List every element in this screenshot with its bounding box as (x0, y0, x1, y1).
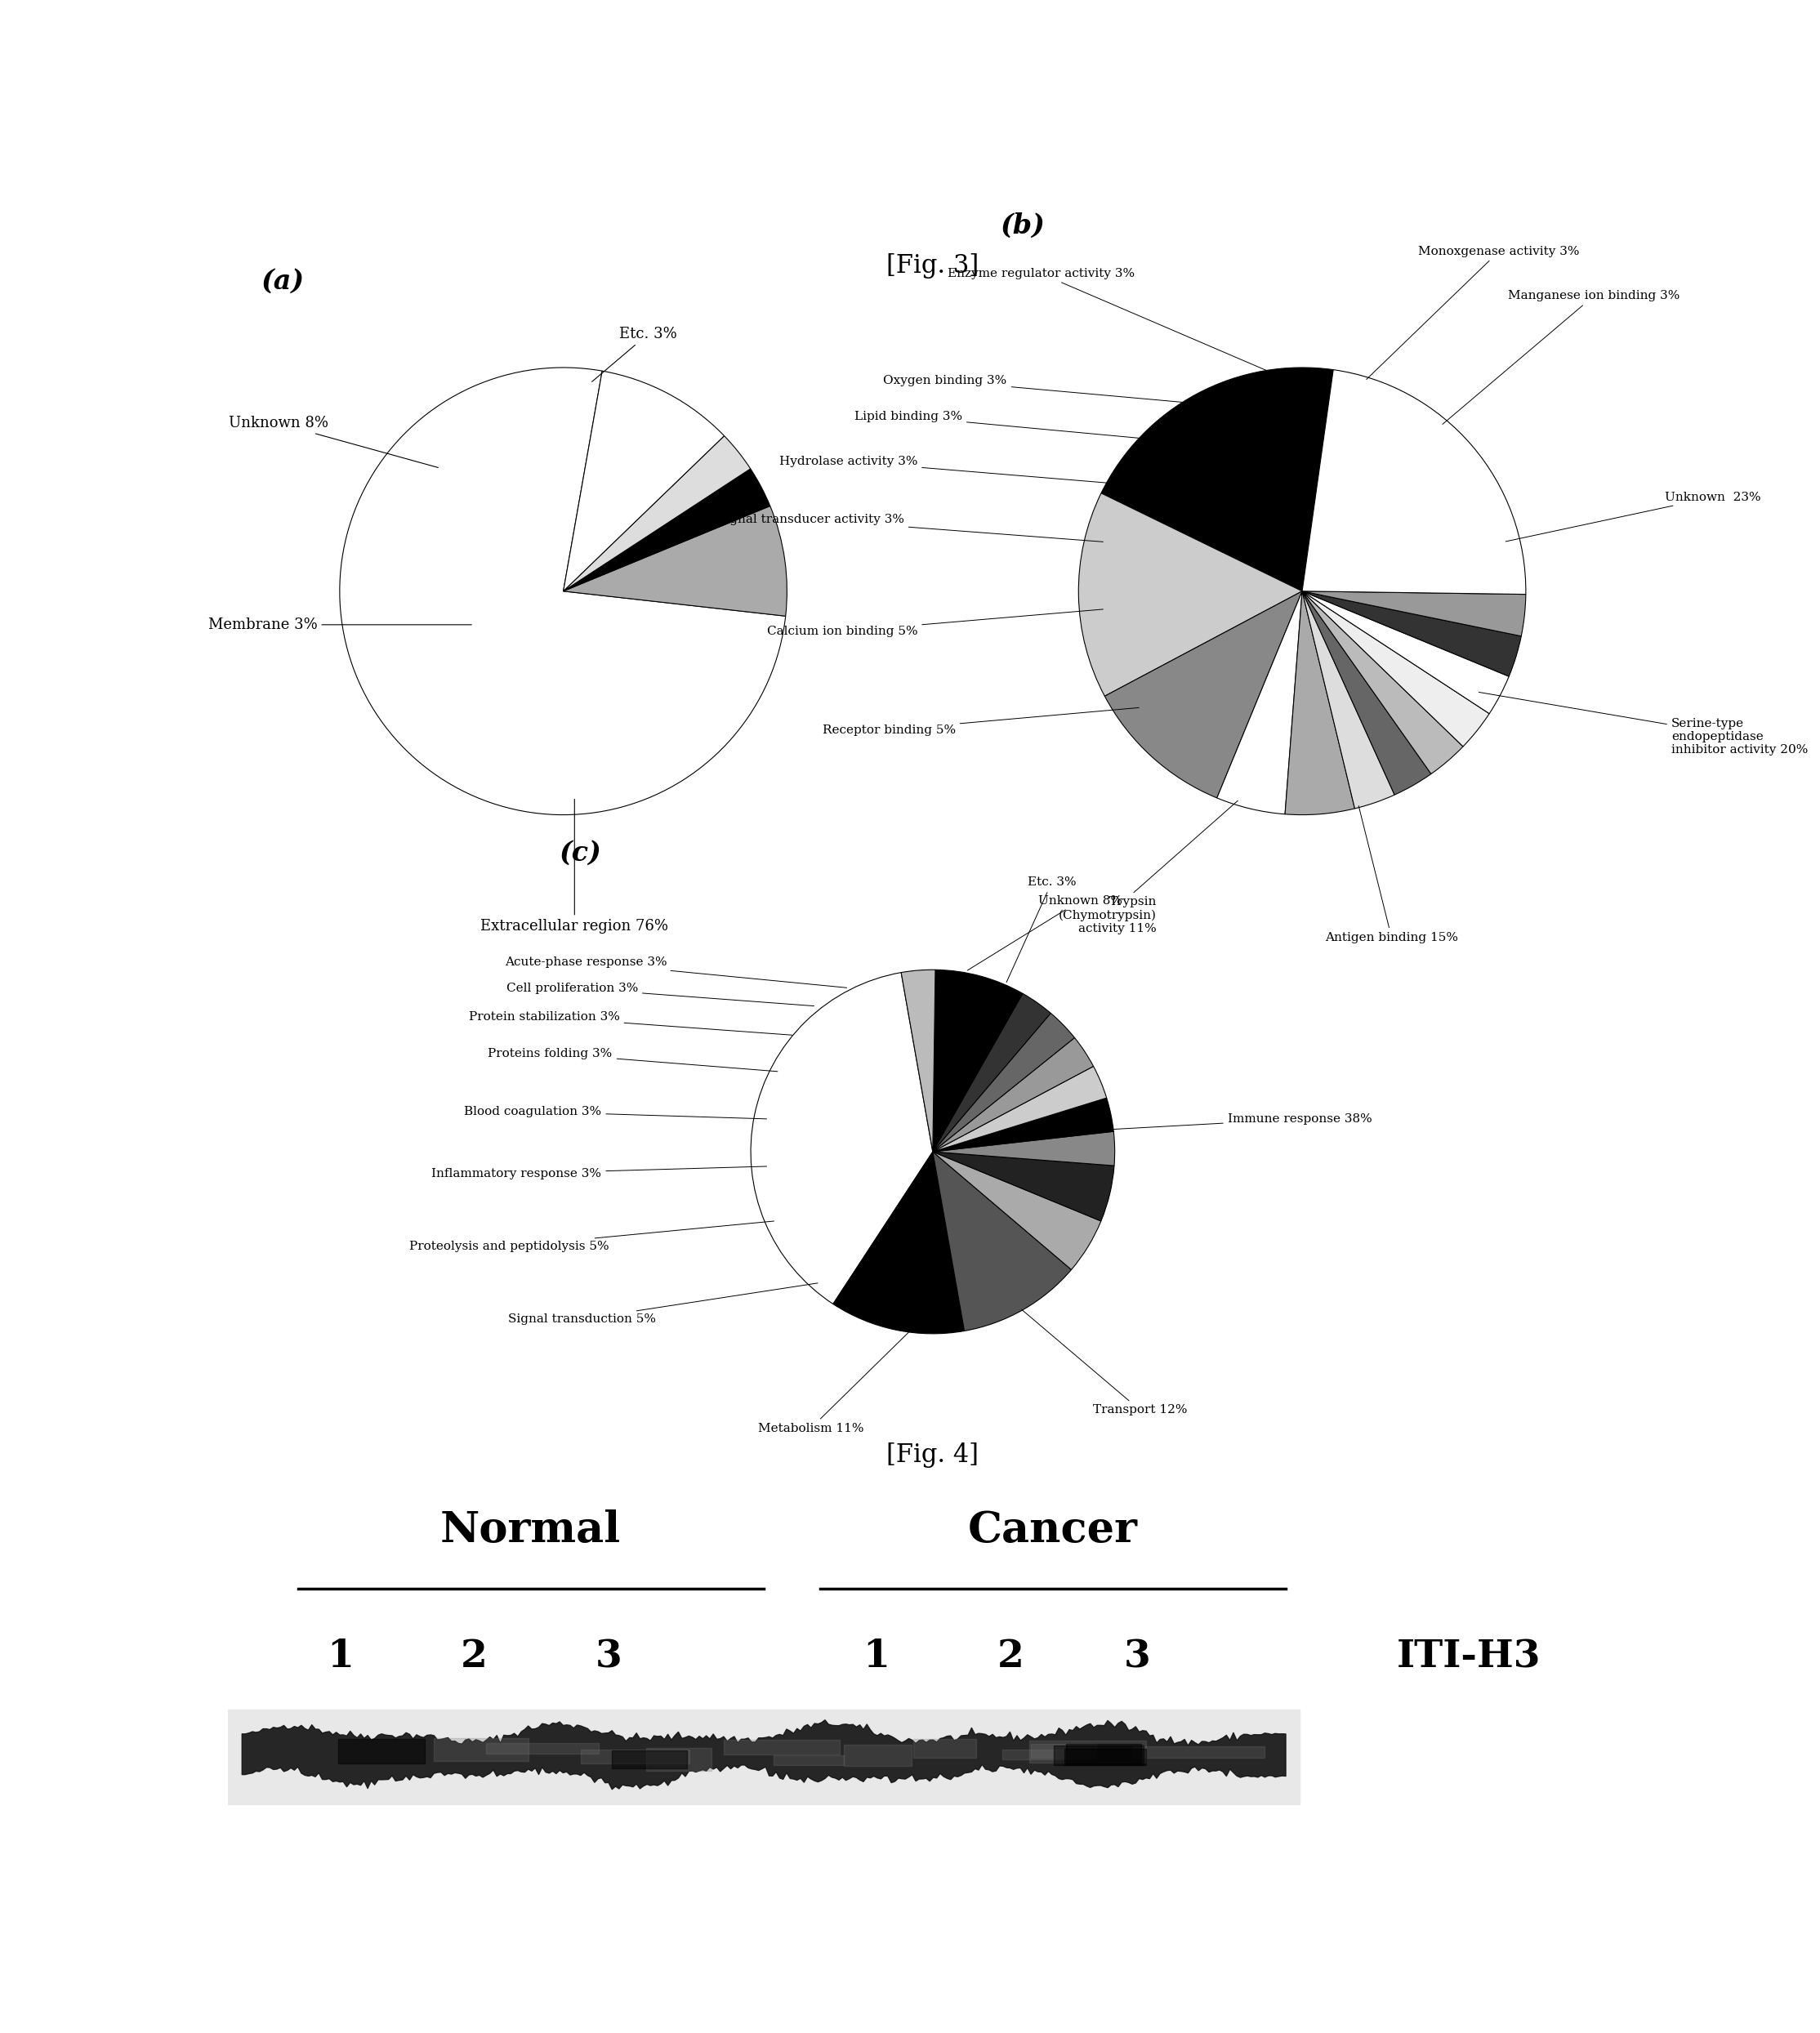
Wedge shape (1301, 592, 1522, 677)
Wedge shape (932, 970, 1023, 1153)
Wedge shape (564, 506, 786, 616)
Wedge shape (932, 1012, 1074, 1153)
Wedge shape (564, 370, 724, 592)
Wedge shape (932, 1132, 1116, 1165)
Text: Hydrolase activity 3%: Hydrolase activity 3% (779, 455, 1116, 484)
Text: 3: 3 (595, 1639, 622, 1675)
Wedge shape (1285, 592, 1354, 815)
Wedge shape (932, 1153, 1114, 1222)
Wedge shape (932, 994, 1050, 1153)
Text: Normal: Normal (440, 1511, 621, 1551)
Text: Unknown 8%: Unknown 8% (229, 417, 439, 468)
Text: [Fig. 3]: [Fig. 3] (886, 254, 979, 279)
Wedge shape (932, 1065, 1107, 1153)
Text: Etc. 3%: Etc. 3% (1006, 876, 1076, 982)
Text: Metabolism 11%: Metabolism 11% (757, 1332, 910, 1433)
Text: Proteolysis and peptidolysis 5%: Proteolysis and peptidolysis 5% (410, 1222, 774, 1252)
Text: [Fig. 4]: [Fig. 4] (886, 1441, 979, 1468)
Wedge shape (834, 1153, 965, 1334)
Wedge shape (1101, 368, 1334, 592)
Text: Unknown 8%: Unknown 8% (968, 895, 1123, 970)
Text: Lipid binding 3%: Lipid binding 3% (854, 411, 1148, 439)
Text: Acute-phase response 3%: Acute-phase response 3% (504, 958, 846, 988)
Text: Proteins folding 3%: Proteins folding 3% (488, 1047, 777, 1071)
Text: Unknown  23%: Unknown 23% (1505, 492, 1760, 541)
Text: Protein stabilization 3%: Protein stabilization 3% (470, 1010, 792, 1035)
Wedge shape (340, 368, 786, 815)
Wedge shape (564, 435, 750, 592)
Text: Extracellular region 76%: Extracellular region 76% (480, 799, 668, 933)
Text: Antigen binding 15%: Antigen binding 15% (1325, 805, 1458, 943)
Wedge shape (1218, 592, 1301, 813)
Wedge shape (1301, 592, 1394, 809)
Bar (228, 1710, 1299, 1803)
Wedge shape (932, 1098, 1114, 1153)
Wedge shape (932, 1153, 1072, 1332)
Text: Enzyme regulator activity 3%: Enzyme regulator activity 3% (946, 268, 1274, 374)
Text: Serine-type
endopeptidase
inhibitor activity 20%: Serine-type endopeptidase inhibitor acti… (1480, 691, 1807, 756)
Text: Receptor binding 5%: Receptor binding 5% (823, 707, 1139, 736)
Wedge shape (564, 470, 770, 592)
Text: Transport 12%: Transport 12% (1021, 1309, 1187, 1415)
Text: (b): (b) (1001, 211, 1045, 240)
Text: Monoxgenase activity 3%: Monoxgenase activity 3% (1367, 246, 1580, 380)
Text: ITI-H3: ITI-H3 (1396, 1639, 1542, 1675)
Wedge shape (752, 972, 932, 1303)
Wedge shape (1301, 592, 1431, 795)
Wedge shape (901, 970, 935, 1153)
Text: Immune response 38%: Immune response 38% (1105, 1114, 1372, 1130)
Text: (c): (c) (561, 840, 602, 866)
Text: Cancer: Cancer (968, 1511, 1138, 1551)
Text: Membrane 3%: Membrane 3% (207, 618, 471, 632)
Text: Blood coagulation 3%: Blood coagulation 3% (464, 1106, 766, 1118)
Text: Manganese ion binding 3%: Manganese ion binding 3% (1443, 291, 1680, 425)
Text: Cell proliferation 3%: Cell proliferation 3% (506, 982, 814, 1006)
Text: Signal transduction 5%: Signal transduction 5% (508, 1283, 817, 1326)
Wedge shape (932, 1037, 1094, 1153)
Text: (a): (a) (262, 268, 304, 295)
Text: Calcium ion binding 5%: Calcium ion binding 5% (766, 610, 1103, 636)
Wedge shape (1301, 592, 1525, 636)
Wedge shape (1301, 592, 1509, 714)
Wedge shape (1079, 494, 1301, 695)
Wedge shape (932, 1153, 1101, 1271)
Text: 3: 3 (1125, 1639, 1150, 1675)
Text: Inflammatory response 3%: Inflammatory response 3% (431, 1167, 766, 1179)
Text: 2: 2 (997, 1639, 1025, 1675)
Text: Trypsin
(Chymotrypsin)
activity 11%: Trypsin (Chymotrypsin) activity 11% (1059, 801, 1238, 935)
Text: 1: 1 (863, 1639, 890, 1675)
Wedge shape (1301, 370, 1525, 594)
Text: Oxygen binding 3%: Oxygen binding 3% (883, 376, 1192, 403)
Text: 1: 1 (328, 1639, 353, 1675)
Wedge shape (1301, 592, 1489, 746)
Wedge shape (1105, 592, 1301, 797)
Text: Signal transducer activity 3%: Signal transducer activity 3% (717, 514, 1103, 543)
Text: 2: 2 (460, 1639, 488, 1675)
Wedge shape (1301, 592, 1463, 775)
Text: Etc. 3%: Etc. 3% (592, 327, 677, 382)
